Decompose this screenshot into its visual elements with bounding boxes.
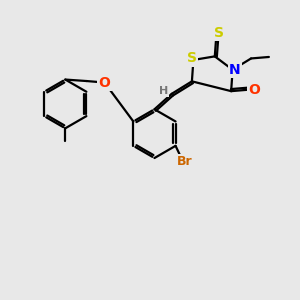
Text: Br: Br — [177, 155, 192, 168]
Text: N: N — [229, 63, 241, 77]
Text: H: H — [159, 86, 168, 96]
Text: S: S — [187, 52, 197, 65]
Text: S: S — [214, 26, 224, 40]
Text: O: O — [248, 83, 260, 97]
Text: O: O — [99, 76, 110, 89]
